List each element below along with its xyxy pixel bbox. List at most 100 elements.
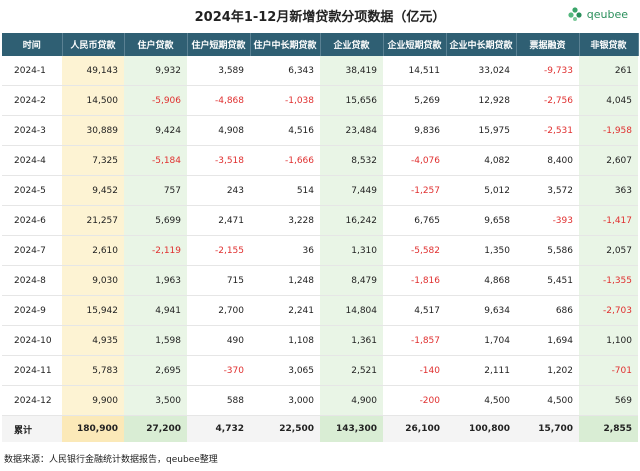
table-cell: 15,942 — [62, 295, 124, 326]
table-cell: 3,572 — [516, 175, 579, 206]
table-row: 2024-6 21,257 5,699 2,471 3,228 16,242 6,765 9,… — [2, 205, 638, 236]
table-cell: -3,518 — [187, 145, 250, 176]
table-cell: 15,656 — [320, 85, 383, 116]
table-row: 2024-8 9,030 1,963 715 1,248 8,479 -1,816 4,868… — [2, 265, 638, 296]
table-row: 2024-12 9,900 3,500 588 3,000 4,900 -200 4,500 4… — [2, 385, 638, 416]
table-cell: 2,695 — [124, 355, 187, 386]
table-cell: 9,424 — [124, 115, 187, 146]
brand-name: qeubee — [586, 7, 628, 21]
column-header: 住户短期贷款 — [187, 33, 251, 56]
table-cell: 3,228 — [250, 205, 320, 236]
table-cell: -2,756 — [516, 85, 579, 116]
table-cell: -370 — [187, 355, 250, 386]
table-cell: -5,582 — [383, 235, 446, 266]
table-cell: 4,935 — [62, 325, 124, 356]
table-cell: 1,704 — [446, 325, 516, 356]
table-cell: 2,471 — [187, 205, 250, 236]
table-cell: -2,531 — [516, 115, 579, 146]
column-header: 时间 — [2, 33, 63, 56]
table-cell: 3,065 — [250, 355, 320, 386]
table-cell: 2,521 — [320, 355, 383, 386]
table-row: 2024-4 7,325 -5,184 -3,518 -1,666 8,532 -4,076… — [2, 145, 638, 176]
table-cell: 4,908 — [187, 115, 250, 146]
table-cell: 49,143 — [62, 56, 124, 86]
table-cell: 4,082 — [446, 145, 516, 176]
row-date: 2024-12 — [2, 385, 62, 416]
table-cell: 2,700 — [187, 295, 250, 326]
table-cell: -4,868 — [187, 85, 250, 116]
table-cell: 4,941 — [124, 295, 187, 326]
table-cell: 2,855 — [579, 415, 638, 442]
table-cell: 5,451 — [516, 265, 579, 296]
table-cell: 16,242 — [320, 205, 383, 236]
row-date: 2024-4 — [2, 145, 62, 176]
table-cell: -200 — [383, 385, 446, 416]
table-cell: 588 — [187, 385, 250, 416]
table-cell: 14,511 — [383, 56, 446, 86]
table-cell: 4,517 — [383, 295, 446, 326]
brand-logo: qeubee — [567, 6, 628, 22]
table-cell: 9,452 — [62, 175, 124, 206]
column-header: 非银贷款 — [579, 33, 639, 56]
table-cell: 2,241 — [250, 295, 320, 326]
table-cell: -1,417 — [579, 205, 638, 236]
column-header: 企业贷款 — [320, 33, 384, 56]
page-title: 2024年1-12月新增贷款分项数据（亿元） — [194, 10, 446, 25]
table-cell: 3,589 — [187, 56, 250, 86]
table-cell: -701 — [579, 355, 638, 386]
table-cell: -5,906 — [124, 85, 187, 116]
table-cell: -140 — [383, 355, 446, 386]
row-date: 2024-6 — [2, 205, 62, 236]
table-cell: 30,889 — [62, 115, 124, 146]
table-cell: 7,449 — [320, 175, 383, 206]
table-cell: 490 — [187, 325, 250, 356]
table-cell: -2,155 — [187, 235, 250, 266]
column-header: 住户中长期贷款 — [250, 33, 321, 56]
table-cell: 4,732 — [187, 415, 250, 442]
table-cell: 243 — [187, 175, 250, 206]
table-cell: -2,119 — [124, 235, 187, 266]
loan-data-table: 时间 人民币贷款 住户贷款 住户短期贷款 住户中长期贷款 企业贷款 企业短期贷款 企业中长期贷… — [2, 33, 639, 442]
table-row: 2024-5 9,452 757 243 514 7,449 -1,257 5,012 3,57… — [2, 175, 638, 206]
table-row: 2024-7 2,610 -2,119 -2,155 36 1,310 -5,582 1,35… — [2, 235, 638, 266]
leaf-logo-icon — [568, 7, 582, 21]
table-cell: 36 — [250, 235, 320, 266]
row-date: 2024-9 — [2, 295, 62, 326]
row-date: 2024-8 — [2, 265, 62, 296]
table-cell: 5,012 — [446, 175, 516, 206]
table-header-row: 时间 人民币贷款 住户贷款 住户短期贷款 住户中长期贷款 企业贷款 企业短期贷款 企业中长期贷… — [2, 33, 639, 56]
table-row: 2024-2 14,500 -5,906 -4,868 -1,038 15,656 5,26… — [2, 85, 638, 116]
table-cell: 8,479 — [320, 265, 383, 296]
table-cell: 9,634 — [446, 295, 516, 326]
table-cell: 14,500 — [62, 85, 124, 116]
table-cell: -1,958 — [579, 115, 638, 146]
row-date: 2024-7 — [2, 235, 62, 266]
table-cell: 9,658 — [446, 205, 516, 236]
table-cell: 1,694 — [516, 325, 579, 356]
table-cell: 1,963 — [124, 265, 187, 296]
table-cell: -1,666 — [250, 145, 320, 176]
table-row: 2024-3 30,889 9,424 4,908 4,516 23,484 9,836 15… — [2, 115, 638, 146]
table-cell: 261 — [579, 56, 638, 86]
table-cell: 6,765 — [383, 205, 446, 236]
table-cell: 15,975 — [446, 115, 516, 146]
table-cell: 4,045 — [579, 85, 638, 116]
table-cell: 3,000 — [250, 385, 320, 416]
table-cell: 22,500 — [250, 415, 320, 442]
column-header: 住户贷款 — [124, 33, 188, 56]
table-cell: 1,108 — [250, 325, 320, 356]
table-cell: -9,733 — [516, 56, 579, 86]
row-date: 2024-11 — [2, 355, 62, 386]
table-cell: -2,703 — [579, 295, 638, 326]
table-cell: 33,024 — [446, 56, 516, 86]
table-cell: -4,076 — [383, 145, 446, 176]
row-date: 2024-10 — [2, 325, 62, 356]
data-source-note: 数据来源：人民银行金融统计数据报告，qeubee整理 — [4, 455, 218, 465]
table-cell: 14,804 — [320, 295, 383, 326]
table-cell: 12,928 — [446, 85, 516, 116]
table-cell: 5,586 — [516, 235, 579, 266]
table-cell: 9,836 — [383, 115, 446, 146]
table-cell: -1,816 — [383, 265, 446, 296]
table-cell: 2,057 — [579, 235, 638, 266]
table-cell: -393 — [516, 205, 579, 236]
